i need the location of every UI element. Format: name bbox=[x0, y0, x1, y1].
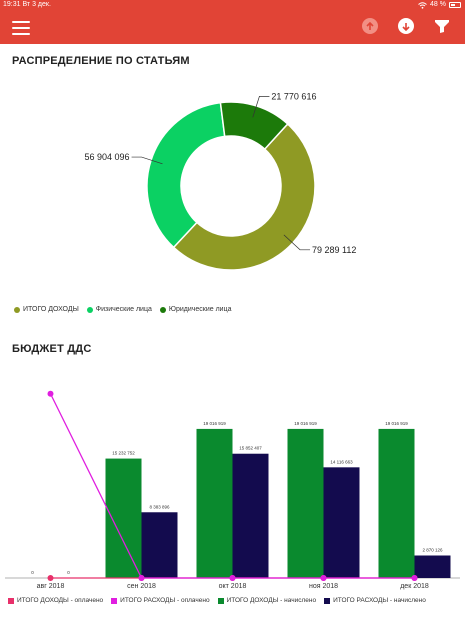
donut-label-individuals: 56 904 096 bbox=[85, 152, 130, 162]
bar-label-expense-accrued-2: 15 852 407 bbox=[239, 446, 262, 451]
app-bar bbox=[0, 10, 465, 44]
legend-label-individuals: Физические лица bbox=[95, 306, 152, 313]
bar-label-income-accrued-2: 19 016 919 bbox=[203, 421, 226, 426]
bar-expense-accrued-2[interactable] bbox=[232, 453, 269, 578]
donut-slice-legal-entities[interactable] bbox=[219, 101, 289, 151]
legend-label-income-accrued: ИТОГО ДОХОДЫ - начислено bbox=[226, 597, 317, 604]
point-expense-paid-1[interactable] bbox=[138, 575, 145, 581]
legend-item-income-paid[interactable]: ИТОГО ДОХОДЫ - оплачено bbox=[8, 597, 103, 604]
hamburger-menu-icon[interactable] bbox=[12, 21, 30, 35]
distribution-title: РАСПРЕДЕЛЕНИЕ ПО СТАТЬЯМ bbox=[12, 55, 190, 67]
legend-item-expense-accrued[interactable]: ИТОГО РАСХОДЫ - начислено bbox=[324, 597, 426, 604]
donut-label-legal-entities: 21 770 616 bbox=[271, 91, 316, 101]
status-date: Вт 3 дек. bbox=[22, 1, 51, 8]
bar-label-expense-accrued-3: 14 116 663 bbox=[330, 459, 353, 464]
bar-income-accrued-3[interactable] bbox=[287, 428, 324, 578]
status-bar: 19:31 Вт 3 дек. 48 % bbox=[0, 0, 465, 10]
legend-marker-individuals bbox=[86, 306, 93, 313]
x-tick-label-1: сен 2018 bbox=[127, 583, 156, 590]
arrow-down-circle-icon bbox=[398, 18, 414, 34]
legend-label-expense-paid: ИТОГО РАСХОДЫ - оплачено bbox=[120, 597, 210, 604]
legend-item-income-accrued[interactable]: ИТОГО ДОХОДЫ - начислено bbox=[217, 597, 317, 604]
bar-income-accrued-4[interactable] bbox=[378, 428, 415, 578]
bar-label-income-accrued-1: 15 232 752 bbox=[112, 451, 135, 456]
x-tick-label-0: авг 2018 bbox=[37, 583, 65, 590]
donut-label-income-leader bbox=[283, 234, 311, 251]
bar-expense-accrued-3[interactable] bbox=[323, 467, 360, 578]
bar-label-expense-accrued-0: 0 bbox=[67, 570, 70, 575]
download-button[interactable] bbox=[398, 18, 416, 36]
point-expense-paid-2[interactable] bbox=[229, 575, 236, 581]
x-tick-label-3: ноя 2018 bbox=[309, 583, 338, 590]
x-tick-label-2: окт 2018 bbox=[219, 583, 247, 590]
legend-marker-expense-paid bbox=[111, 597, 118, 604]
bar-income-accrued-2[interactable] bbox=[196, 428, 233, 578]
distribution-donut-chart: 79 289 112 56 904 096 21 770 616 bbox=[85, 91, 356, 271]
bar-label-expense-accrued-1: 8 383 896 bbox=[149, 504, 170, 509]
legend-marker-income bbox=[14, 306, 20, 313]
donut-label-individuals-leader bbox=[131, 156, 163, 165]
point-income-paid-0[interactable] bbox=[47, 575, 54, 581]
bar-label-income-accrued-4: 19 016 919 bbox=[385, 421, 408, 426]
legend-item-income[interactable]: ИТОГО ДОХОДЫ bbox=[14, 306, 79, 313]
distribution-legend: ИТОГО ДОХОДЫ Физические лица Юридические… bbox=[14, 306, 232, 313]
budget-bar-chart: авг 2018 сен 2018 окт 2018 ноя 2018 дек 2018… bbox=[5, 390, 460, 590]
legend-marker-income-accrued bbox=[217, 597, 224, 604]
legend-marker-legal-entities bbox=[159, 306, 166, 313]
legend-label-expense-accrued: ИТОГО РАСХОДЫ - начислено bbox=[333, 597, 426, 604]
arrow-up-circle-icon bbox=[362, 18, 378, 34]
point-expense-paid-0[interactable] bbox=[47, 390, 54, 397]
legend-marker-income-paid bbox=[8, 597, 14, 604]
status-time: 19:31 bbox=[3, 1, 21, 8]
legend-item-expense-paid[interactable]: ИТОГО РАСХОДЫ - оплачено bbox=[111, 597, 210, 604]
legend-item-legal-entities[interactable]: Юридические лица bbox=[159, 306, 232, 313]
bar-label-expense-accrued-4: 2 870 126 bbox=[422, 547, 443, 552]
legend-marker-expense-accrued bbox=[324, 597, 331, 604]
budget-title: БЮДЖЕТ ДДС bbox=[12, 343, 92, 355]
legend-item-individuals[interactable]: Физические лица bbox=[86, 306, 152, 313]
bar-label-income-accrued-0: 0 bbox=[31, 570, 34, 575]
battery-icon bbox=[449, 2, 461, 8]
filter-button[interactable] bbox=[434, 18, 452, 36]
bar-expense-accrued-1[interactable] bbox=[141, 512, 178, 578]
donut-label-legal-entities-leader bbox=[252, 96, 270, 118]
legend-label-income-paid: ИТОГО ДОХОДЫ - оплачено bbox=[17, 597, 104, 604]
wifi-icon bbox=[418, 1, 427, 9]
point-expense-paid-4[interactable] bbox=[411, 575, 418, 581]
point-expense-paid-3[interactable] bbox=[320, 575, 327, 581]
donut-slice-income[interactable] bbox=[172, 122, 316, 271]
budget-legend: ИТОГО ДОХОДЫ - оплачено ИТОГО РАСХОДЫ - … bbox=[8, 597, 426, 604]
legend-label-legal-entities: Юридические лица bbox=[168, 306, 232, 313]
legend-label-income: ИТОГО ДОХОДЫ bbox=[23, 306, 79, 313]
bar-label-income-accrued-3: 19 016 919 bbox=[294, 421, 317, 426]
donut-slice-individuals[interactable] bbox=[146, 101, 226, 249]
x-tick-label-4: дек 2018 bbox=[400, 583, 429, 590]
bar-expense-accrued-4[interactable] bbox=[414, 555, 451, 578]
donut-label-income: 79 289 112 bbox=[312, 245, 356, 255]
bar-income-accrued-1[interactable] bbox=[105, 458, 142, 578]
battery-percent: 48 % bbox=[430, 1, 446, 8]
funnel-filter-icon bbox=[435, 20, 449, 33]
status-time-date: 19:31 Вт 3 дек. bbox=[3, 0, 51, 10]
status-right: 48 % bbox=[418, 0, 461, 10]
upload-button[interactable] bbox=[362, 18, 380, 36]
